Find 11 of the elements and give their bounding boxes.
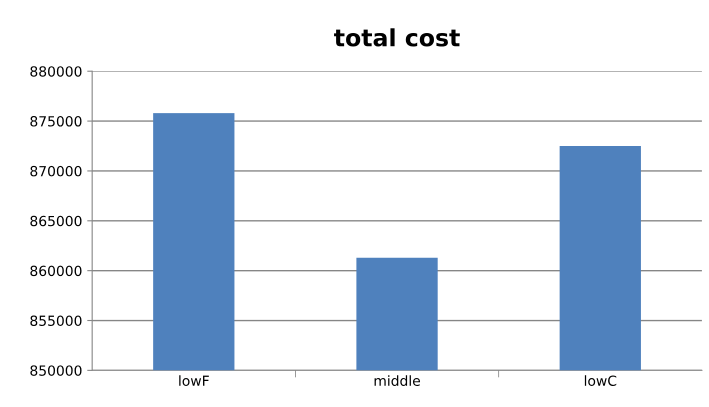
chart-title: total cost bbox=[334, 28, 460, 47]
y-tick-label: 865000 bbox=[30, 216, 82, 226]
y-tick-label: 880000 bbox=[30, 66, 82, 77]
y-tick-label: 850000 bbox=[30, 365, 82, 376]
y-tick-label: 855000 bbox=[30, 315, 82, 326]
y-tick-label: 870000 bbox=[30, 166, 82, 176]
y-tick-label: 860000 bbox=[30, 266, 82, 276]
x-tick-label: middle bbox=[374, 375, 420, 386]
x-tick-label: lowF bbox=[179, 375, 209, 386]
y-tick-label: 875000 bbox=[30, 116, 82, 127]
x-tick-label: lowC bbox=[584, 375, 616, 386]
